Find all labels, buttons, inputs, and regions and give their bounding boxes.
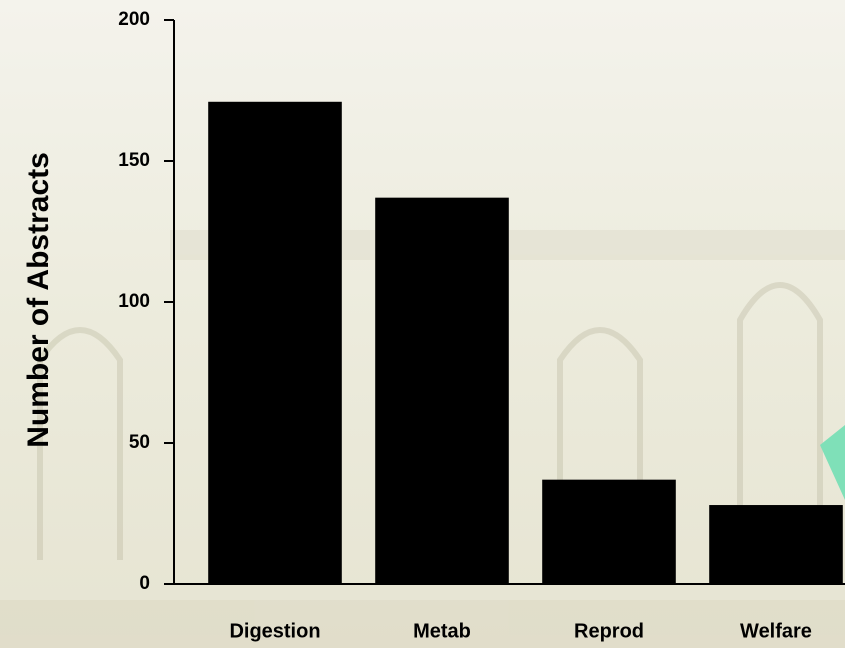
bar: [709, 505, 843, 584]
y-tick-label: 50: [129, 432, 150, 453]
bar: [542, 479, 676, 584]
decoration: [820, 425, 845, 500]
y-tick-label: 200: [118, 9, 150, 30]
y-tick-label: 150: [118, 150, 150, 171]
y-tick-label: 0: [139, 573, 150, 594]
y-axis-title: Number of Abstracts: [22, 152, 55, 448]
x-tick-label: Metab: [413, 620, 471, 642]
bar: [208, 101, 342, 584]
x-tick-label: Digestion: [229, 620, 320, 642]
x-tick-label: Welfare: [740, 620, 812, 642]
x-tick-label: Reprod: [574, 620, 644, 642]
y-tick-label: 100: [118, 291, 150, 312]
bar: [375, 197, 509, 584]
